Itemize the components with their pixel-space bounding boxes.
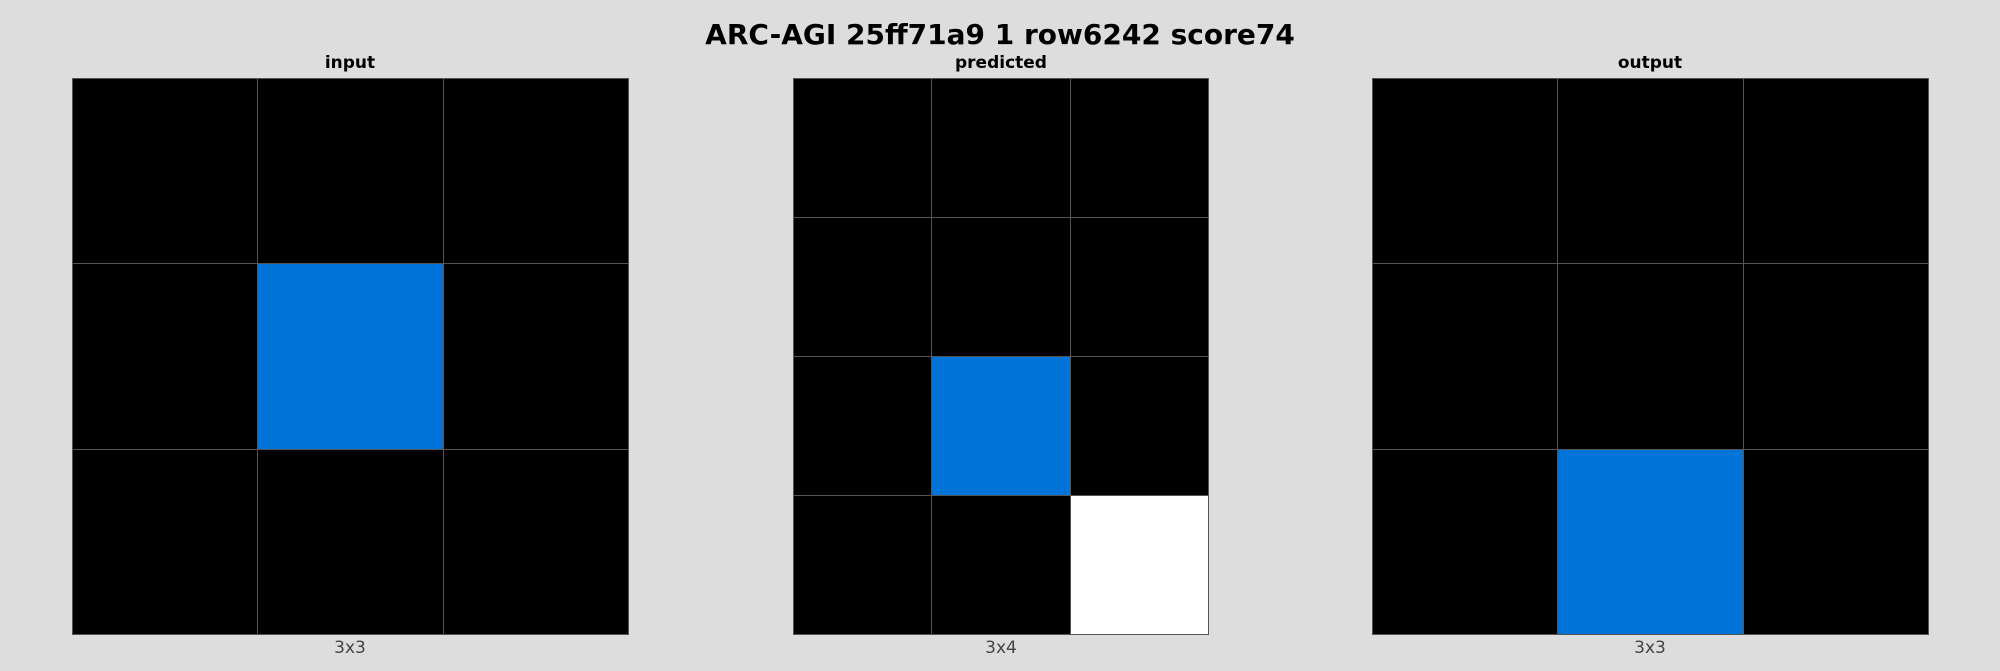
grid-cell-input-r0-c2 [443, 79, 628, 264]
grid-cell-predicted-r3-c0 [794, 496, 932, 634]
grid-cell-predicted-r0-c2 [1070, 79, 1208, 217]
grid-cell-output-r2-c1 [1558, 449, 1743, 634]
grid-cell-output-r1-c0 [1373, 264, 1558, 449]
page-title: ARC-AGI 25ff71a9 1 row6242 score74 [705, 18, 1295, 51]
grid-cell-predicted-r1-c1 [932, 218, 1070, 356]
grid-cell-predicted-r3-c1 [932, 496, 1070, 634]
panel-title-predicted: predicted [955, 53, 1047, 73]
grid-cell-predicted-r0-c1 [932, 79, 1070, 217]
grid-predicted [793, 78, 1209, 635]
grid-cell-predicted-r3-c2 [1070, 496, 1208, 634]
grid-cell-predicted-r2-c1 [932, 357, 1070, 495]
grid-cell-input-r1-c2 [443, 264, 628, 449]
grid-cell-input-r2-c2 [443, 449, 628, 634]
grid-cell-predicted-r1-c0 [794, 218, 932, 356]
grid-cell-predicted-r2-c2 [1070, 357, 1208, 495]
panel-size-output: 3x3 [1634, 638, 1666, 658]
grid-cell-input-r2-c0 [73, 449, 258, 634]
panel-size-predicted: 3x4 [985, 638, 1017, 658]
grid-output [1372, 78, 1929, 635]
panel-title-output: output [1617, 53, 1683, 73]
grid-cell-output-r1-c2 [1743, 264, 1928, 449]
grid-cell-predicted-r0-c0 [794, 79, 932, 217]
grid-cell-output-r1-c1 [1558, 264, 1743, 449]
grid-cell-input-r2-c1 [258, 449, 443, 634]
grid-cell-input-r1-c1 [258, 264, 443, 449]
grid-cell-input-r1-c0 [73, 264, 258, 449]
grid-cell-predicted-r1-c2 [1070, 218, 1208, 356]
grid-cell-output-r0-c2 [1743, 79, 1928, 264]
grid-cell-output-r2-c2 [1743, 449, 1928, 634]
grid-cell-input-r0-c1 [258, 79, 443, 264]
grid-cell-output-r0-c1 [1558, 79, 1743, 264]
panel-size-input: 3x3 [334, 638, 366, 658]
grid-input [72, 78, 629, 635]
grid-cell-predicted-r2-c0 [794, 357, 932, 495]
grid-cell-input-r0-c0 [73, 79, 258, 264]
grid-cell-output-r2-c0 [1373, 449, 1558, 634]
panel-title-input: input [324, 53, 376, 73]
grid-cell-output-r0-c0 [1373, 79, 1558, 264]
